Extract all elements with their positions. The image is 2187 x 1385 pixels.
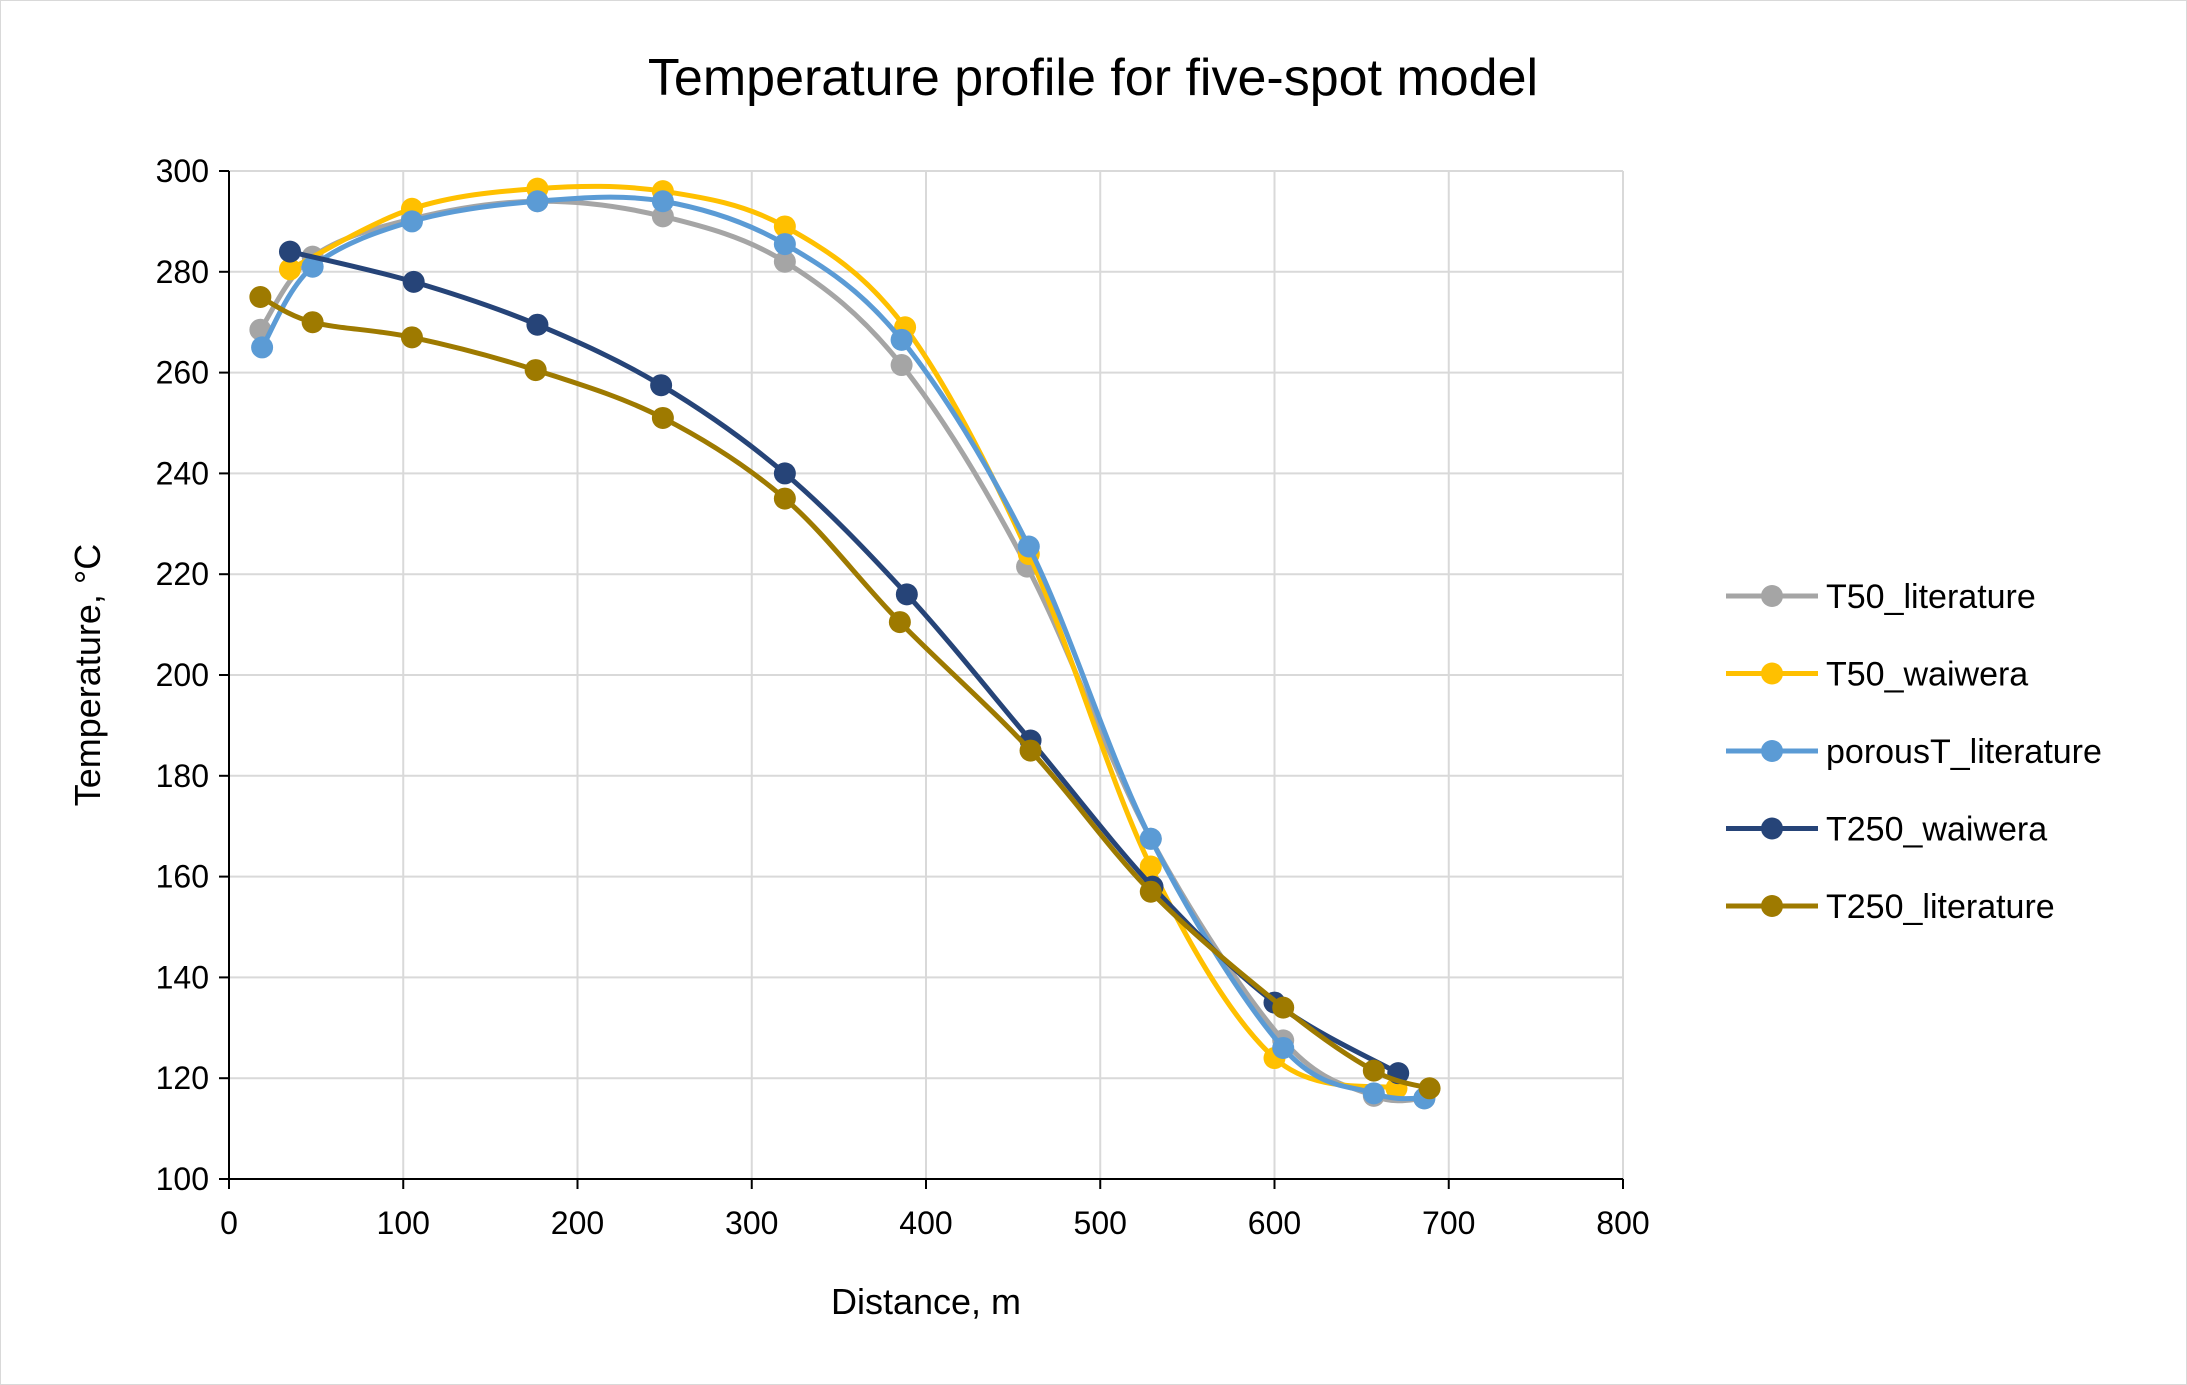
data-point	[1019, 739, 1042, 762]
y-tick-label: 240	[156, 455, 209, 491]
data-point	[773, 250, 796, 273]
y-tick-label: 100	[156, 1161, 209, 1197]
legend-swatch-marker	[1761, 662, 1783, 685]
legend-label: T250_literature	[1826, 888, 2055, 926]
x-tick-label: 0	[220, 1205, 238, 1241]
data-point	[650, 374, 673, 397]
data-point	[651, 406, 674, 429]
data-point	[526, 190, 549, 213]
data-point	[301, 255, 324, 278]
series-porousT_literature	[251, 190, 1436, 1110]
y-tick-label: 260	[156, 355, 209, 391]
data-point	[1418, 1077, 1441, 1100]
data-point	[526, 313, 549, 336]
legend-swatch-marker	[1761, 585, 1783, 607]
data-point	[773, 487, 796, 510]
data-point	[1272, 996, 1295, 1019]
y-axis-title: Temperature, °C	[67, 544, 108, 807]
data-point	[890, 354, 913, 377]
legend-item: T50_literature	[1726, 578, 2036, 616]
data-point	[1017, 535, 1040, 558]
legend-item: T250_literature	[1726, 888, 2055, 926]
y-tick-label: 160	[156, 859, 209, 895]
legend-label: porousT_literature	[1826, 733, 2102, 771]
data-point	[1139, 855, 1162, 878]
legend: T50_literature T50_waiwera porousT_literat…	[1726, 578, 2102, 926]
data-point	[895, 583, 918, 606]
data-point	[651, 205, 674, 228]
series-line	[287, 183, 1399, 1091]
legend-item: T50_waiwera	[1726, 656, 2028, 694]
gridlines	[228, 170, 1624, 1180]
x-axis-title: Distance, m	[831, 1281, 1021, 1322]
axes	[219, 170, 1624, 1189]
data-point	[249, 286, 272, 308]
x-tick-label: 100	[377, 1205, 430, 1241]
data-point	[278, 258, 301, 281]
data-point	[651, 190, 674, 213]
series-line	[287, 249, 1401, 1076]
data-point	[1139, 880, 1162, 903]
y-tick-label: 280	[156, 254, 209, 290]
x-tick-label: 400	[899, 1205, 952, 1241]
data-point	[400, 326, 423, 349]
x-tick-label: 700	[1422, 1205, 1475, 1241]
legend-swatch-marker	[1761, 817, 1783, 840]
data-point	[402, 270, 425, 293]
y-tick-label: 140	[156, 959, 209, 995]
data-point	[400, 210, 423, 233]
series-T50_literature	[249, 190, 1436, 1110]
data-point	[251, 336, 274, 359]
series-T50_waiwera	[278, 177, 1408, 1100]
data-point	[301, 311, 324, 334]
legend-item: porousT_literature	[1726, 733, 2102, 771]
series-T250_waiwera	[278, 240, 1410, 1085]
y-tick-label: 200	[156, 657, 209, 693]
x-tick-label: 300	[725, 1205, 778, 1241]
data-point	[1272, 1036, 1295, 1059]
data-point	[890, 328, 913, 351]
x-tick-label: 600	[1248, 1205, 1301, 1241]
data-point	[1362, 1082, 1385, 1105]
data-point	[773, 233, 796, 256]
x-tick-label: 200	[551, 1205, 604, 1241]
data-point	[773, 462, 796, 485]
legend-label: T50_literature	[1826, 578, 2036, 616]
series-line	[257, 294, 1433, 1091]
legend-swatch-marker	[1761, 895, 1783, 917]
data-point	[1139, 827, 1162, 850]
series-line	[259, 194, 1427, 1102]
legend-label: T250_waiwera	[1826, 811, 2047, 849]
series-layer	[249, 177, 1441, 1110]
chart-title: Temperature profile for five-spot model	[648, 49, 1538, 107]
tick-labels: 100 120 140 160 180 200 220 240 260 280 300 0 100 200…	[156, 153, 1650, 1241]
y-tick-label: 180	[156, 758, 209, 794]
data-point	[278, 240, 301, 263]
y-tick-label: 120	[156, 1060, 209, 1096]
x-tick-label: 500	[1074, 1205, 1127, 1241]
data-point	[773, 215, 796, 238]
data-point	[1362, 1059, 1385, 1082]
legend-swatch-marker	[1761, 740, 1783, 762]
data-point	[888, 611, 911, 634]
x-tick-label: 800	[1596, 1205, 1649, 1241]
legend-item: T250_waiwera	[1726, 811, 2047, 849]
series-line	[257, 198, 1427, 1104]
data-point	[524, 359, 547, 382]
y-tick-label: 220	[156, 556, 209, 592]
y-tick-label: 300	[156, 153, 209, 189]
legend-label: T50_waiwera	[1826, 656, 2028, 694]
series-T250_literature	[249, 286, 1441, 1100]
